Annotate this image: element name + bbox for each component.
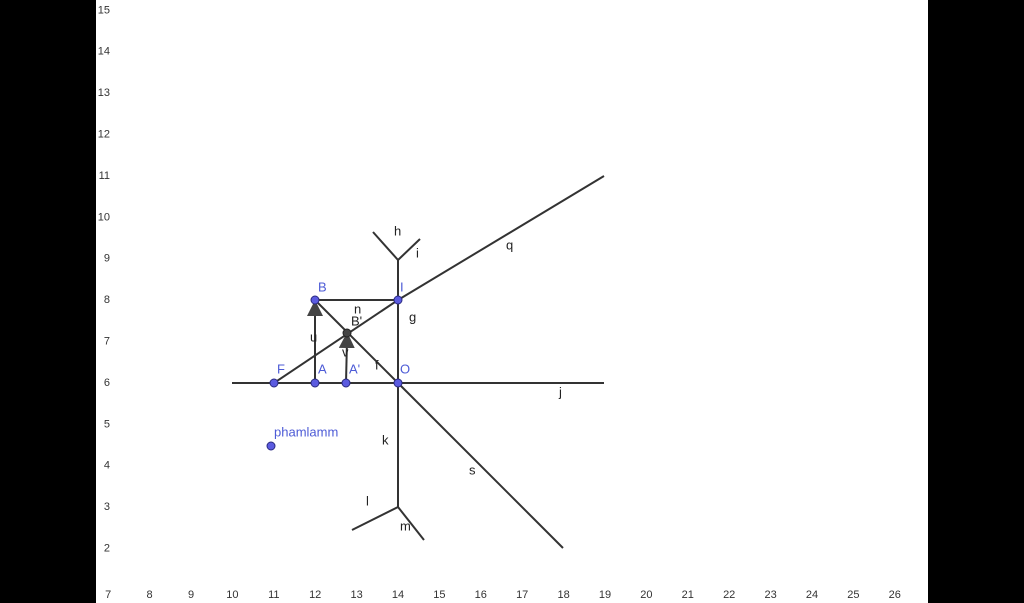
points (266, 295, 403, 451)
line-i (397, 238, 421, 261)
label: A (318, 361, 327, 376)
label: k (382, 432, 389, 447)
label: h (394, 223, 401, 238)
y-tick-label: 3 (104, 501, 110, 513)
label: F (277, 361, 285, 376)
x-tick-label: 13 (350, 589, 362, 601)
y-tick-label: 9 (104, 253, 110, 265)
y-tick-label: 7 (104, 336, 110, 348)
y-tick-label: 12 (98, 129, 110, 141)
label: O (400, 361, 410, 376)
label: A' (349, 361, 360, 376)
label: v (342, 344, 349, 359)
x-tick-label: 26 (889, 589, 901, 601)
x-tick-label: 22 (723, 589, 735, 601)
y-tick-label: 13 (98, 87, 110, 99)
label: u (310, 329, 317, 344)
x-tick-label: 25 (847, 589, 859, 601)
x-tick-label: 23 (764, 589, 776, 601)
label: j (558, 384, 562, 399)
object-labels: h i q B I n g B' u v f F A A' O j phamla… (274, 223, 562, 533)
x-tick-label: 15 (433, 589, 445, 601)
label: I (400, 279, 404, 294)
x-tick-label: 12 (309, 589, 321, 601)
point-phamlamm[interactable] (266, 441, 276, 451)
point-o[interactable] (393, 378, 403, 388)
label: q (506, 237, 513, 252)
y-tick-label: 2 (104, 543, 110, 555)
x-tick-label: 16 (475, 589, 487, 601)
vector-v (338, 332, 355, 384)
canvas (96, 0, 928, 603)
label: g (409, 309, 416, 324)
x-tick-label: 7 (105, 589, 111, 601)
x-tick-label: 10 (226, 589, 238, 601)
x-tick-label: 8 (147, 589, 153, 601)
point-f[interactable] (269, 378, 279, 388)
left-bar (0, 0, 96, 603)
right-bar (928, 0, 1024, 603)
x-tick-label: 18 (557, 589, 569, 601)
y-tick-label: 4 (104, 460, 110, 472)
label: n (354, 301, 361, 316)
x-tick-label: 24 (806, 589, 818, 601)
x-tick-label: 11 (268, 589, 279, 601)
axes-labels: 7 8 9 10 11 12 13 14 15 16 17 18 19 20 21 22 23 24 25 26234… (98, 4, 901, 601)
x-tick-label: 14 (392, 589, 404, 601)
x-tick-label: 17 (516, 589, 528, 601)
point-i[interactable] (393, 295, 403, 305)
y-tick-label: 6 (104, 377, 110, 389)
y-tick-label: 15 (98, 4, 110, 16)
x-tick-label: 19 (599, 589, 611, 601)
point-b[interactable] (310, 295, 320, 305)
point-a[interactable] (310, 378, 320, 388)
label: B' (351, 313, 362, 328)
label: i (416, 245, 419, 260)
x-tick-label: 21 (682, 589, 694, 601)
line-m (397, 506, 425, 541)
y-tick-label: 11 (99, 170, 110, 182)
label: B (318, 279, 327, 294)
label: f (375, 357, 379, 372)
label: l (366, 493, 369, 508)
point-b-prime[interactable] (342, 328, 352, 338)
x-tick-label: 9 (188, 589, 194, 601)
x-tick-label: 20 (640, 589, 652, 601)
line-h (372, 231, 399, 261)
point-a-prime[interactable] (341, 378, 351, 388)
y-tick-label: 14 (98, 46, 110, 58)
y-tick-label: 8 (104, 294, 110, 306)
y-tick-label: 10 (98, 211, 110, 223)
y-tick-label: 5 (104, 418, 110, 430)
line-l (351, 506, 399, 531)
label: m (400, 518, 411, 533)
label: phamlamm (274, 424, 338, 439)
label: s (469, 462, 476, 477)
